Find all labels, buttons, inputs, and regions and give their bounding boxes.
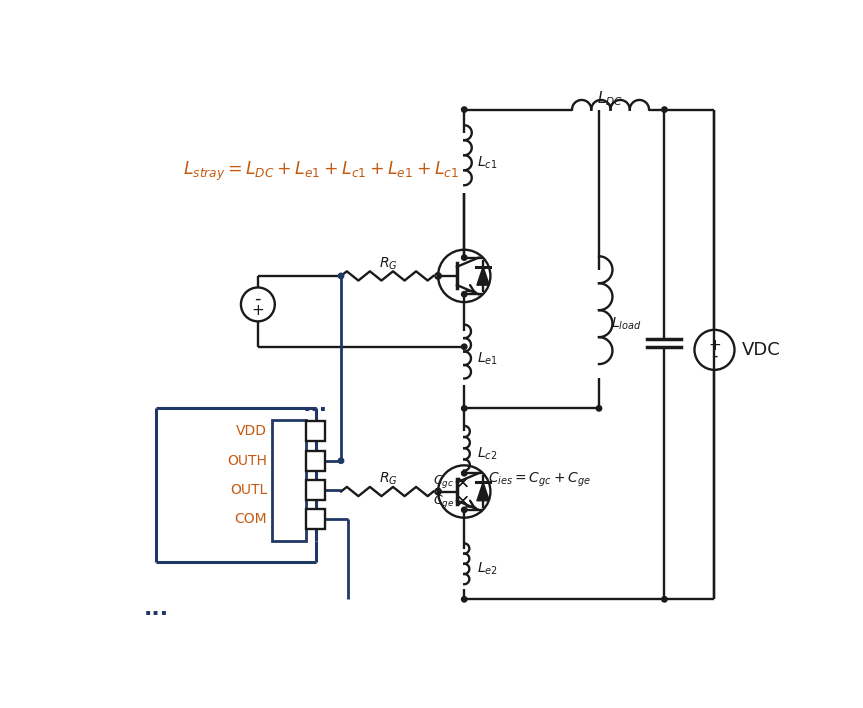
Text: $L_{c1}$: $L_{c1}$	[476, 154, 497, 171]
Text: $L_{DC}$: $L_{DC}$	[597, 89, 624, 108]
Circle shape	[462, 292, 467, 297]
Text: OUTH: OUTH	[227, 454, 268, 468]
Text: VDC: VDC	[742, 341, 781, 359]
Text: +: +	[709, 338, 721, 353]
Text: $C_{ge}$: $C_{ge}$	[432, 493, 454, 510]
Bar	[306, 480, 324, 500]
Text: -: -	[255, 290, 261, 307]
Text: ...: ...	[303, 394, 328, 414]
Text: $L_{stray}=L_{DC}+L_{e1}+L_{c1}+L_{e1}+L_{c1}$: $L_{stray}=L_{DC}+L_{e1}+L_{c1}+L_{e1}+L…	[183, 159, 459, 183]
Bar	[306, 509, 324, 530]
Text: $R_G$: $R_G$	[379, 471, 397, 487]
Text: $C_{gc}$: $C_{gc}$	[433, 473, 454, 490]
Circle shape	[462, 471, 467, 476]
Circle shape	[662, 107, 667, 113]
Text: $R_G$: $R_G$	[379, 256, 397, 272]
Text: ...: ...	[143, 598, 169, 619]
Text: $L_{c2}$: $L_{c2}$	[476, 445, 497, 462]
Text: $L_{load}$: $L_{load}$	[611, 316, 642, 332]
Circle shape	[596, 406, 602, 411]
Polygon shape	[477, 267, 489, 285]
Circle shape	[462, 507, 467, 513]
Circle shape	[462, 344, 467, 350]
Circle shape	[338, 458, 343, 464]
Circle shape	[462, 107, 467, 113]
Circle shape	[462, 597, 467, 602]
Polygon shape	[477, 482, 489, 501]
Circle shape	[662, 597, 667, 602]
Text: OUTL: OUTL	[230, 483, 268, 497]
Bar	[306, 451, 324, 471]
Text: $C_{ies}=C_{gc}+C_{ge}$: $C_{ies}=C_{gc}+C_{ge}$	[488, 471, 591, 489]
Text: VDD: VDD	[236, 425, 268, 438]
Text: -: -	[711, 347, 718, 365]
Circle shape	[462, 406, 467, 411]
Text: $L_{e2}$: $L_{e2}$	[476, 560, 497, 577]
Circle shape	[338, 273, 343, 279]
Text: +: +	[251, 303, 264, 318]
Text: COM: COM	[235, 513, 268, 526]
Text: $L_{e1}$: $L_{e1}$	[476, 350, 497, 367]
Circle shape	[462, 255, 467, 261]
Bar	[306, 421, 324, 442]
Bar	[272, 420, 306, 541]
